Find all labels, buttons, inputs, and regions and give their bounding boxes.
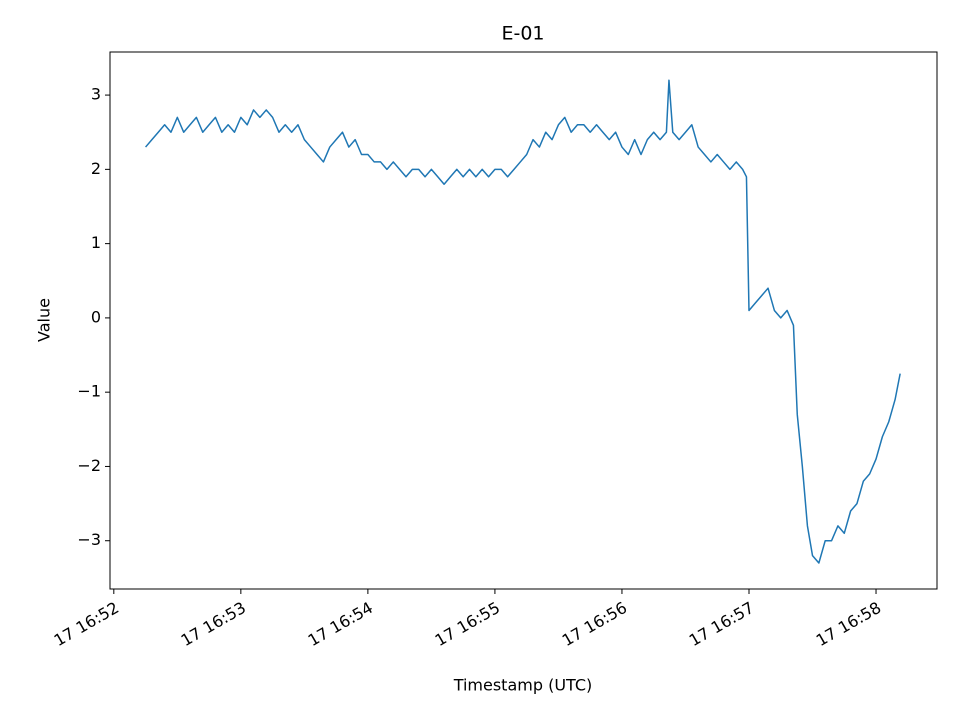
y-tick-label: −2 bbox=[77, 456, 101, 475]
y-tick-label: −3 bbox=[77, 530, 101, 549]
x-axis-label: Timestamp (UTC) bbox=[453, 676, 593, 695]
y-tick-label: 0 bbox=[91, 307, 101, 326]
plot-frame bbox=[109, 51, 938, 590]
chart-title: E-01 bbox=[501, 23, 544, 45]
data-line bbox=[144, 79, 901, 564]
y-tick-label: −1 bbox=[77, 382, 101, 401]
y-tick-label: 2 bbox=[91, 159, 101, 178]
y-tick-label: 3 bbox=[91, 85, 101, 104]
y-axis-label: Value bbox=[35, 298, 54, 342]
y-tick-label: 1 bbox=[91, 233, 101, 252]
